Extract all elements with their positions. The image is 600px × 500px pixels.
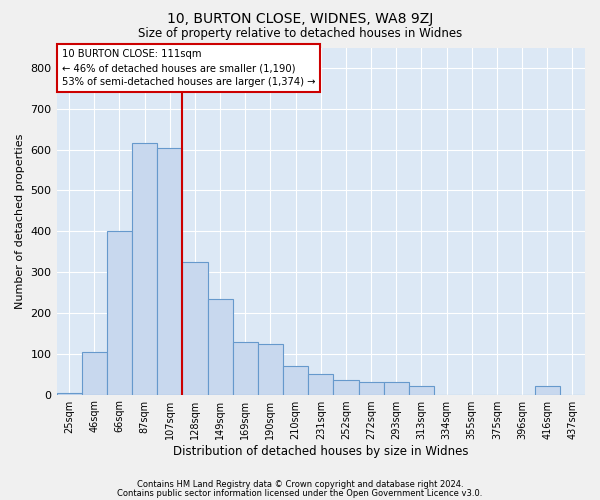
Bar bbox=[132, 144, 157, 394]
Text: 10, BURTON CLOSE, WIDNES, WA8 9ZJ: 10, BURTON CLOSE, WIDNES, WA8 9ZJ bbox=[167, 12, 433, 26]
Bar bbox=[283, 366, 308, 394]
Bar bbox=[334, 380, 359, 394]
Bar bbox=[383, 382, 409, 394]
Bar bbox=[359, 382, 383, 394]
Bar bbox=[182, 262, 208, 394]
Text: Contains public sector information licensed under the Open Government Licence v3: Contains public sector information licen… bbox=[118, 488, 482, 498]
Bar bbox=[308, 374, 334, 394]
Bar bbox=[82, 352, 107, 395]
Bar bbox=[258, 344, 283, 394]
Y-axis label: Number of detached properties: Number of detached properties bbox=[15, 134, 25, 308]
Text: Contains HM Land Registry data © Crown copyright and database right 2024.: Contains HM Land Registry data © Crown c… bbox=[137, 480, 463, 489]
Bar bbox=[409, 386, 434, 394]
Text: Size of property relative to detached houses in Widnes: Size of property relative to detached ho… bbox=[138, 28, 462, 40]
Bar bbox=[233, 342, 258, 394]
Bar bbox=[535, 386, 560, 394]
Bar bbox=[208, 298, 233, 394]
Bar bbox=[56, 392, 82, 394]
Bar bbox=[157, 148, 182, 394]
Bar bbox=[107, 231, 132, 394]
X-axis label: Distribution of detached houses by size in Widnes: Distribution of detached houses by size … bbox=[173, 444, 469, 458]
Text: 10 BURTON CLOSE: 111sqm
← 46% of detached houses are smaller (1,190)
53% of semi: 10 BURTON CLOSE: 111sqm ← 46% of detache… bbox=[62, 49, 316, 87]
